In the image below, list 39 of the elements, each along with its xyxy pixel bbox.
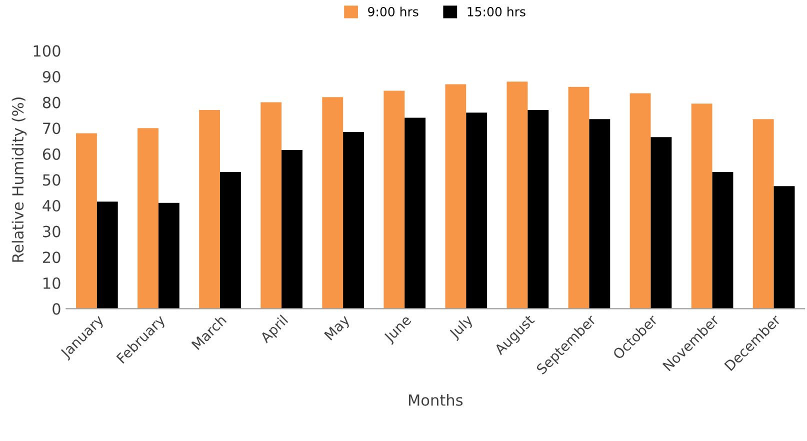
bar: [650, 137, 672, 309]
bar: [589, 119, 610, 309]
bar: [774, 186, 795, 309]
x-axis-title: Months: [408, 394, 463, 406]
y-tick-label: 70: [43, 122, 60, 134]
bar: [691, 104, 712, 309]
y-tick-label: 60: [42, 148, 60, 160]
bar: [466, 112, 488, 309]
y-axis-title: Relative Humidity (%): [12, 98, 27, 262]
bar: [260, 102, 282, 309]
bar: [322, 97, 344, 309]
y-tick-label: 0: [52, 303, 60, 315]
y-tick-label: 40: [42, 200, 60, 212]
legend-label: 15:00 hrs: [468, 6, 526, 16]
bar: [199, 110, 220, 309]
bar: [96, 202, 118, 309]
y-tick-label: 80: [42, 96, 60, 108]
bar: [76, 133, 97, 309]
bar: [220, 172, 241, 309]
bar: [712, 172, 734, 309]
bar: [568, 86, 590, 309]
bar: [158, 202, 180, 309]
bar: [528, 110, 549, 309]
y-tick-label: 20: [42, 252, 60, 264]
y-tick-label: 50: [43, 174, 60, 186]
legend-label: 9:00 hrs: [368, 6, 418, 16]
bar: [343, 132, 364, 309]
y-tick-label: 90: [42, 70, 60, 83]
bar: [138, 128, 158, 309]
bar: [384, 90, 405, 309]
bar: [752, 119, 774, 309]
bar: [506, 82, 528, 309]
y-tick-label: 30: [43, 226, 60, 238]
y-tick-label: 100: [34, 45, 60, 57]
bar: [404, 118, 426, 309]
bar: [282, 150, 302, 309]
y-tick-label: 10: [44, 277, 60, 289]
bar: [630, 93, 651, 309]
bar: [445, 84, 466, 309]
